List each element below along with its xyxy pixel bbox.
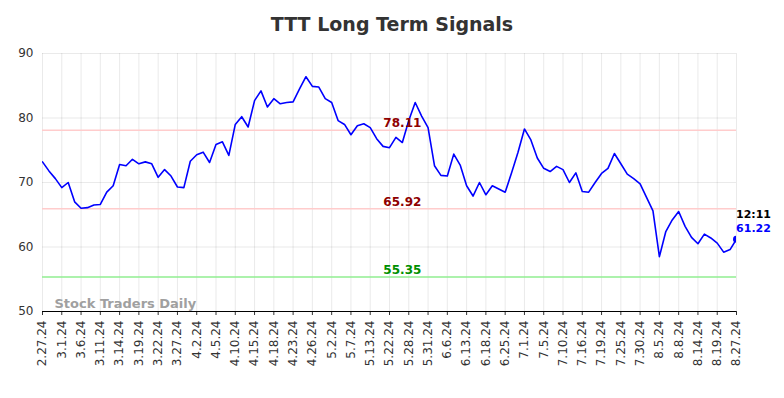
svg-text:7.19.24: 7.19.24 xyxy=(594,321,608,367)
svg-text:4.26.24: 4.26.24 xyxy=(305,321,319,367)
svg-text:55.35: 55.35 xyxy=(383,263,421,277)
svg-text:6.25.24: 6.25.24 xyxy=(498,321,512,367)
svg-text:5.7.24: 5.7.24 xyxy=(344,321,358,359)
svg-text:3.27.24: 3.27.24 xyxy=(170,321,184,367)
svg-text:8.5.24: 8.5.24 xyxy=(652,321,666,359)
svg-text:4.18.24: 4.18.24 xyxy=(267,321,281,367)
svg-text:7.10.24: 7.10.24 xyxy=(556,321,570,367)
svg-text:8.8.24: 8.8.24 xyxy=(672,321,686,359)
svg-text:60: 60 xyxy=(18,240,33,254)
svg-text:5.22.24: 5.22.24 xyxy=(382,321,396,367)
svg-text:7.16.24: 7.16.24 xyxy=(575,321,589,367)
svg-text:6.13.24: 6.13.24 xyxy=(459,321,473,367)
svg-text:5.2.24: 5.2.24 xyxy=(325,321,339,359)
svg-text:4.23.24: 4.23.24 xyxy=(286,321,300,367)
html-text:TTT Long Term Signals: TTT Long Term Signals xyxy=(270,13,514,35)
svg-text:8.14.24: 8.14.24 xyxy=(691,321,705,367)
svg-text:6.18.24: 6.18.24 xyxy=(479,321,493,367)
svg-text:61.22: 61.22 xyxy=(736,222,771,235)
svg-text:5.28.24: 5.28.24 xyxy=(402,321,416,367)
svg-text:65.92: 65.92 xyxy=(383,195,421,209)
svg-text:7.25.24: 7.25.24 xyxy=(614,321,628,367)
svg-text:3.1.24: 3.1.24 xyxy=(55,321,69,359)
svg-text:6.6.24: 6.6.24 xyxy=(440,321,454,359)
svg-text:7.1.24: 7.1.24 xyxy=(517,321,531,359)
svg-text:8.27.24: 8.27.24 xyxy=(729,321,743,367)
svg-text:12:11: 12:11 xyxy=(736,208,771,221)
svg-text:3.22.24: 3.22.24 xyxy=(151,321,165,367)
svg-text:8.19.24: 8.19.24 xyxy=(710,321,724,367)
svg-text:3.6.24: 3.6.24 xyxy=(74,321,88,359)
svg-text:7.5.24: 7.5.24 xyxy=(537,321,551,359)
svg-text:70: 70 xyxy=(18,175,33,189)
svg-text:50: 50 xyxy=(18,304,33,318)
svg-text:90: 90 xyxy=(18,46,33,60)
svg-text:3.14.24: 3.14.24 xyxy=(112,321,126,367)
svg-text:4.15.24: 4.15.24 xyxy=(247,321,261,367)
svg-text:78.11: 78.11 xyxy=(383,116,421,130)
svg-text:Stock Traders Daily: Stock Traders Daily xyxy=(55,296,197,311)
svg-text:4.5.24: 4.5.24 xyxy=(209,321,223,359)
svg-text:4.10.24: 4.10.24 xyxy=(228,321,242,367)
svg-text:5.13.24: 5.13.24 xyxy=(363,321,377,367)
svg-text:4.2.24: 4.2.24 xyxy=(190,321,204,359)
svg-text:3.19.24: 3.19.24 xyxy=(132,321,146,367)
svg-text:2.27.24: 2.27.24 xyxy=(35,321,49,367)
svg-text:3.11.24: 3.11.24 xyxy=(93,321,107,367)
svg-text:80: 80 xyxy=(18,111,33,125)
svg-text:7.30.24: 7.30.24 xyxy=(633,321,647,367)
svg-text:5.31.24: 5.31.24 xyxy=(421,321,435,367)
